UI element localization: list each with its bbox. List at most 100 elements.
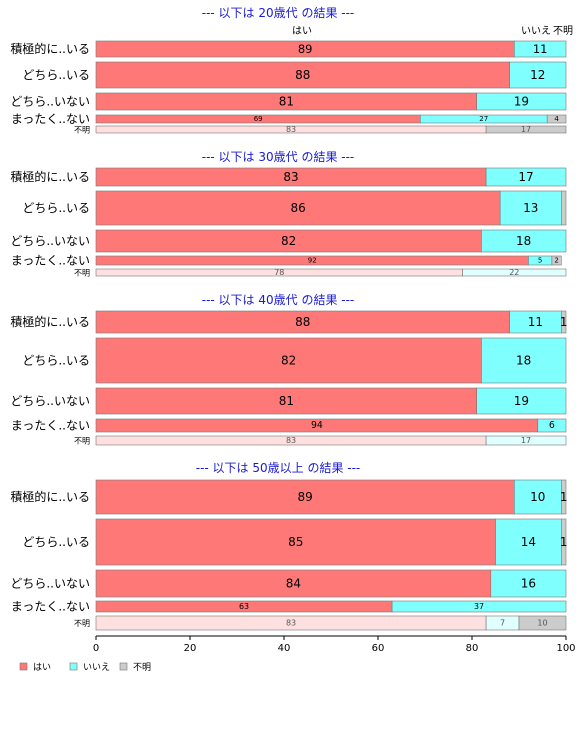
column-header-unknown: 不明 bbox=[553, 25, 573, 37]
row-label: 積極的に..いる bbox=[10, 41, 90, 56]
column-header-no: いいえ bbox=[521, 25, 551, 37]
bar-segment bbox=[518, 615, 567, 631]
data-label: 92 bbox=[308, 257, 317, 265]
data-label: 10 bbox=[537, 619, 547, 628]
legend-label: はい bbox=[33, 662, 51, 673]
bar-segment bbox=[560, 479, 567, 515]
legend-swatch bbox=[119, 662, 128, 671]
legend-label: 不明 bbox=[133, 662, 151, 673]
data-label: 22 bbox=[509, 268, 519, 277]
bar-segment bbox=[95, 387, 478, 415]
bar-segment bbox=[499, 190, 562, 226]
column-header-yes: はい bbox=[292, 25, 312, 37]
bar-segment bbox=[476, 92, 567, 111]
data-label: 85 bbox=[288, 535, 303, 549]
data-label: 83 bbox=[286, 619, 296, 628]
row-label: どちら..いない bbox=[10, 234, 90, 248]
data-label: 11 bbox=[533, 42, 548, 56]
row-label: まったく..ない bbox=[11, 600, 90, 614]
data-label: 6 bbox=[549, 420, 555, 431]
x-tick-label: 100 bbox=[556, 643, 575, 654]
bar-segment bbox=[485, 125, 567, 134]
data-label: 94 bbox=[311, 420, 323, 431]
row-label: 積極的に..いる bbox=[10, 169, 90, 184]
data-label: 27 bbox=[479, 115, 488, 123]
legend-swatch bbox=[69, 662, 78, 671]
bar-segment bbox=[481, 229, 567, 253]
data-label: 1 bbox=[560, 490, 568, 504]
bar-segment bbox=[95, 479, 515, 515]
data-label: 63 bbox=[239, 602, 249, 611]
row-label: まったく..ない bbox=[11, 419, 90, 433]
data-label: 81 bbox=[279, 95, 294, 109]
data-label: 83 bbox=[283, 170, 298, 184]
row-label: 不明 bbox=[74, 437, 90, 446]
data-label: 13 bbox=[523, 201, 538, 215]
row-label: どちら..いない bbox=[10, 577, 90, 591]
data-label: 4 bbox=[554, 115, 559, 123]
row-label: 不明 bbox=[74, 619, 90, 628]
data-label: 11 bbox=[528, 315, 543, 329]
row-label: どちら..いない bbox=[10, 95, 90, 109]
data-label: 37 bbox=[474, 602, 484, 611]
data-label: 89 bbox=[298, 42, 313, 56]
data-label: 19 bbox=[514, 95, 529, 109]
bar-segment bbox=[462, 268, 567, 277]
data-label: 83 bbox=[286, 125, 296, 134]
data-label: 17 bbox=[521, 436, 531, 445]
x-tick-label: 0 bbox=[93, 643, 99, 654]
bar-segment bbox=[551, 255, 562, 266]
data-label: 16 bbox=[521, 577, 536, 591]
legend-swatch bbox=[19, 662, 28, 671]
bar-segment bbox=[95, 569, 492, 598]
data-label: 84 bbox=[286, 577, 301, 591]
bar-segment bbox=[485, 167, 567, 187]
x-tick-label: 40 bbox=[278, 643, 291, 654]
bar-segment bbox=[495, 518, 562, 566]
panel-title: --- 以下は 20歳代 の結果 --- bbox=[202, 6, 355, 20]
data-label: 7 bbox=[500, 619, 505, 628]
bar-segment bbox=[95, 61, 510, 89]
row-label: どちら..いる bbox=[22, 201, 90, 215]
bar-segment bbox=[560, 190, 567, 226]
x-tick-label: 60 bbox=[372, 643, 385, 654]
x-tick-label: 80 bbox=[466, 643, 479, 654]
x-tick-label: 20 bbox=[184, 643, 197, 654]
data-label: 86 bbox=[290, 201, 305, 215]
data-label: 10 bbox=[530, 490, 545, 504]
bar-segment bbox=[513, 479, 562, 515]
bar-segment bbox=[513, 40, 567, 58]
data-label: 17 bbox=[521, 125, 531, 134]
bar-segment bbox=[481, 337, 567, 384]
legend-label: いいえ bbox=[83, 662, 110, 673]
row-label: 不明 bbox=[74, 269, 90, 278]
data-label: 82 bbox=[281, 234, 296, 248]
row-label: 積極的に..いる bbox=[10, 314, 90, 329]
bar-segment bbox=[546, 114, 567, 124]
bar-segment bbox=[391, 600, 567, 613]
row-label: どちら..いない bbox=[10, 394, 90, 408]
data-label: 17 bbox=[518, 170, 533, 184]
panel-title: --- 以下は 40歳代 の結果 --- bbox=[202, 293, 355, 307]
data-label: 14 bbox=[521, 535, 536, 549]
data-label: 88 bbox=[295, 68, 310, 82]
row-label: どちら..いる bbox=[22, 535, 90, 549]
panel-title: --- 以下は 50歳以上 の結果 --- bbox=[196, 461, 361, 475]
data-label: 88 bbox=[295, 315, 310, 329]
bar-segment bbox=[490, 569, 567, 598]
bar-segment bbox=[560, 518, 567, 566]
row-label: どちら..いる bbox=[22, 354, 90, 368]
data-label: 5 bbox=[538, 257, 542, 265]
data-label: 69 bbox=[254, 115, 263, 123]
data-label: 78 bbox=[274, 268, 284, 277]
data-label: 83 bbox=[286, 436, 296, 445]
data-label: 89 bbox=[298, 490, 313, 504]
bar-segment bbox=[95, 190, 501, 226]
data-label: 19 bbox=[514, 394, 529, 408]
bar-segment bbox=[537, 418, 567, 433]
data-label: 1 bbox=[560, 535, 568, 549]
data-label: 12 bbox=[530, 68, 545, 82]
row-label: どちら..いる bbox=[22, 68, 90, 82]
data-label: 1 bbox=[560, 315, 568, 329]
